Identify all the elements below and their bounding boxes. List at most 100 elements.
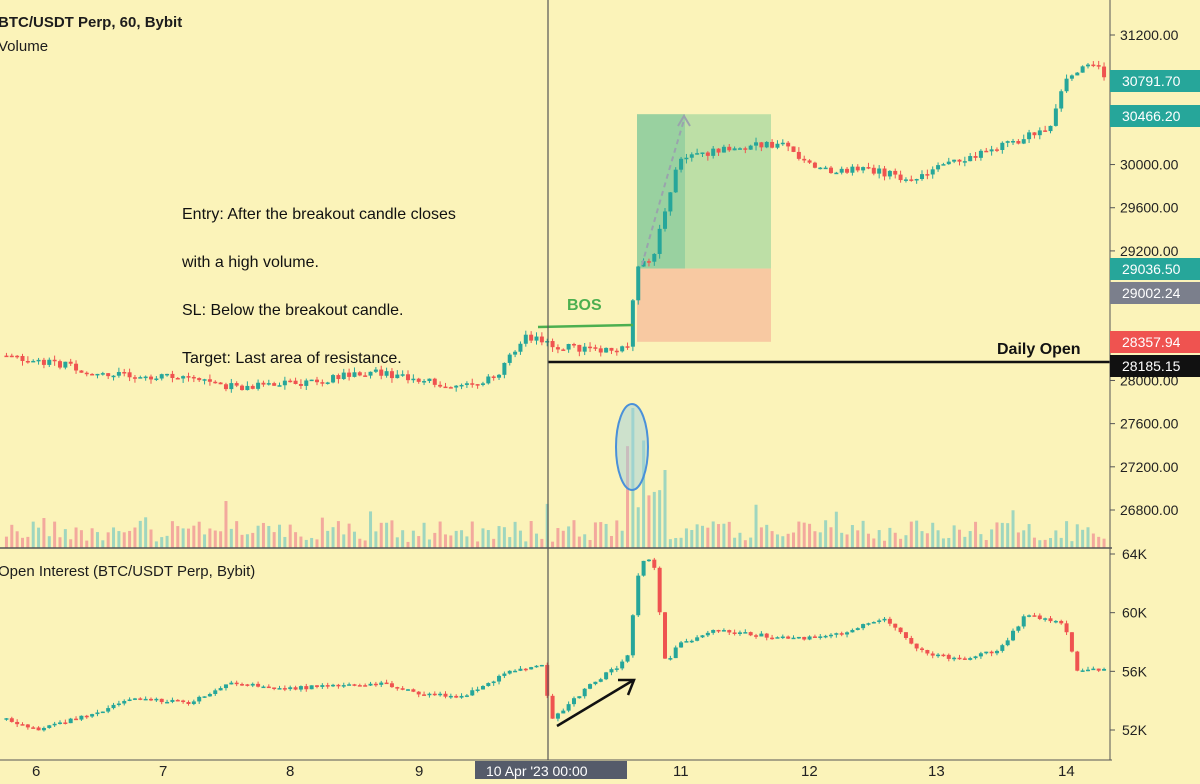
price-candle-body: [159, 374, 164, 379]
oi-candle-body: [1037, 615, 1042, 620]
price-candle-body: [604, 347, 609, 353]
volume-bar: [818, 532, 822, 548]
price-candle-body: [9, 355, 14, 358]
volume-bar: [529, 521, 533, 548]
volume-bar: [128, 530, 132, 548]
oi-candle-body: [679, 642, 684, 648]
volume-bar: [765, 524, 769, 548]
oi-candle-body: [320, 685, 325, 687]
volume-bar: [502, 527, 506, 548]
price-candle-body: [630, 300, 635, 347]
price-badges: 30791.70 30466.20 29036.50 29002.24 28357.94…: [1110, 70, 1200, 377]
price-candle-body: [15, 355, 20, 358]
oi-candle-body: [898, 627, 903, 633]
strategy-note: Entry: After the breakout candle closes …: [182, 175, 456, 399]
volume-bar: [390, 520, 394, 548]
volume-bars: [4, 408, 1106, 548]
price-candle-body: [79, 370, 84, 373]
price-candle-body: [588, 346, 593, 349]
volume-bar: [69, 539, 73, 548]
volume-bar: [577, 536, 581, 548]
volume-bar: [433, 532, 437, 548]
price-candle-body: [395, 374, 400, 379]
oi-candle-body: [561, 710, 566, 714]
price-candle-body: [1096, 65, 1101, 67]
price-candle-body: [298, 384, 303, 386]
price-candle-body: [68, 361, 73, 364]
oi-candle-body: [903, 632, 908, 639]
price-candle-body: [877, 168, 882, 174]
oi-candle-body: [384, 682, 389, 685]
price-candle-body: [866, 167, 871, 169]
oi-candle-body: [149, 698, 154, 701]
price-candle-body: [652, 253, 657, 262]
oi-candle-body: [764, 633, 769, 638]
oi-candle-body: [234, 682, 239, 685]
price-tick-label: 27600.00: [1120, 416, 1179, 432]
volume-bar: [37, 527, 41, 548]
price-candle-body: [240, 385, 245, 391]
oi-candle-body: [604, 672, 609, 680]
price-candle-body: [657, 228, 662, 254]
oi-candle-body: [582, 688, 587, 697]
bos-line: [537, 323, 634, 329]
volume-bar: [256, 525, 260, 548]
volume-bar: [1038, 540, 1042, 548]
volume-bar: [909, 521, 913, 548]
price-candle-body: [759, 142, 764, 148]
volume-bar: [583, 534, 587, 548]
oi-candle-body: [470, 690, 475, 696]
volume-bar: [315, 539, 319, 548]
price-candle-body: [36, 359, 41, 362]
volume-bar: [438, 521, 442, 548]
volume-bar: [974, 521, 978, 548]
volume-bar: [963, 536, 967, 548]
price-candle-body: [732, 148, 737, 151]
price-candle-body: [331, 375, 336, 383]
oi-candle-body: [1021, 616, 1026, 627]
price-tick-label: 29200.00: [1120, 243, 1179, 259]
time-tick-label: 13: [928, 763, 945, 779]
volume-bar: [829, 527, 833, 548]
oi-candle-body: [652, 559, 657, 568]
oi-candle-body: [529, 667, 534, 670]
oi-candle-body: [909, 638, 914, 644]
oi-candle-body: [1091, 668, 1096, 671]
price-candle-body: [486, 376, 491, 384]
volume-bar: [1032, 537, 1036, 548]
oi-candle-body: [845, 632, 850, 635]
volume-bar: [808, 523, 812, 548]
volume-bar: [358, 538, 362, 548]
oi-candle-body: [15, 721, 20, 725]
oi-candle-body: [930, 653, 935, 656]
price-candle-body: [1021, 139, 1026, 144]
oi-candle-body: [298, 686, 303, 690]
price-candle-body: [427, 378, 432, 382]
oi-candle-body: [861, 624, 866, 629]
volume-bar: [106, 532, 110, 548]
volume-bar: [10, 524, 14, 548]
price-tick-label: 31200.00: [1120, 27, 1179, 43]
oi-candle-body: [796, 636, 801, 639]
price-candle-body: [636, 266, 641, 301]
volume-bar: [90, 528, 94, 548]
volume-bar: [936, 530, 940, 548]
oi-candle-body: [855, 628, 860, 630]
stop-zone: [637, 268, 771, 342]
oi-candle-body: [357, 685, 362, 687]
volume-bar: [706, 527, 710, 548]
price-candle-body: [834, 172, 839, 175]
volume-bar: [1086, 527, 1090, 548]
oi-candle-body: [304, 686, 309, 690]
price-candle-body: [828, 167, 833, 174]
price-candle-body: [389, 371, 394, 379]
price-candle-body: [181, 376, 186, 379]
oi-candle-body: [111, 704, 116, 709]
volume-bar: [374, 531, 378, 548]
volume-bar: [1059, 537, 1063, 548]
price-candle-body: [871, 167, 876, 174]
price-candle-body: [609, 347, 614, 351]
price-candle-body: [775, 143, 780, 148]
oi-candle-body: [887, 618, 892, 624]
oi-candle-body: [454, 695, 459, 698]
